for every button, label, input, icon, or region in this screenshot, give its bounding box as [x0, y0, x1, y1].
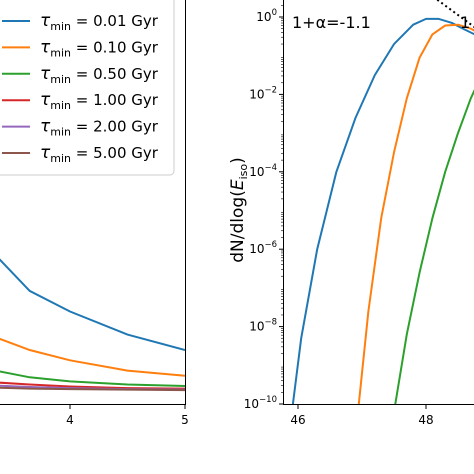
slope-annotation-left: 1+α=-1.1	[292, 13, 371, 32]
legend-label-4: τmin = 1.00 Gyr	[40, 90, 159, 112]
right-y-tick-label--4: 10−4	[249, 163, 277, 179]
left-x-tick-label-4: 4	[66, 413, 74, 427]
legend-label-3: τmin = 0.50 Gyr	[40, 64, 159, 86]
right-series-lines	[291, 0, 474, 404]
right-series-line-1	[291, 17, 474, 404]
left-series-line-1	[0, 258, 185, 351]
left-x-tick-label-5: 5	[181, 413, 189, 427]
legend-label-2: τmin = 0.10 Gyr	[40, 37, 159, 59]
right-annotations: 1+α=-1.1 1	[292, 13, 470, 32]
left-series-lines	[0, 258, 185, 392]
right-y-tick-label--6: 10−6	[249, 240, 277, 256]
legend: τmin = 0.01 Gyr τmin = 0.10 Gyr τmin = 0.5…	[0, 0, 175, 176]
legend-label-5: τmin = 2.00 Gyr	[40, 117, 159, 139]
right-y-tick-label--10: 10−10	[244, 395, 277, 411]
legend-frame	[0, 0, 175, 176]
reference-slope-line	[435, 0, 474, 29]
right-x-tick-label-46: 46	[290, 413, 305, 427]
right-series-line-2	[357, 23, 474, 404]
slope-annotation-right: 1	[460, 13, 470, 32]
legend-label-6: τmin = 5.00 Gyr	[40, 143, 159, 165]
right-y-tick-label-0: 100	[256, 8, 277, 24]
left-series-line-3	[0, 370, 185, 387]
legend-label-1: τmin = 0.01 Gyr	[40, 11, 159, 33]
y-axis-label: dN/dlog(Eiso)	[228, 157, 250, 263]
right-x-ticks: 46 48	[290, 404, 434, 427]
left-series-line-2	[0, 337, 185, 377]
right-x-tick-label-48: 48	[418, 413, 433, 427]
right-y-tick-label--8: 10−8	[249, 318, 277, 334]
right-y-tick-label--2: 10−2	[249, 85, 277, 101]
right-series-line-3	[394, 89, 474, 404]
left-series-line-6	[0, 386, 185, 392]
right-y-ticks: 100 10−2 10−4 10−6 10−8 10−10	[244, 5, 283, 411]
right-y-axis-label: dN/dlog(Eiso)	[228, 157, 250, 263]
